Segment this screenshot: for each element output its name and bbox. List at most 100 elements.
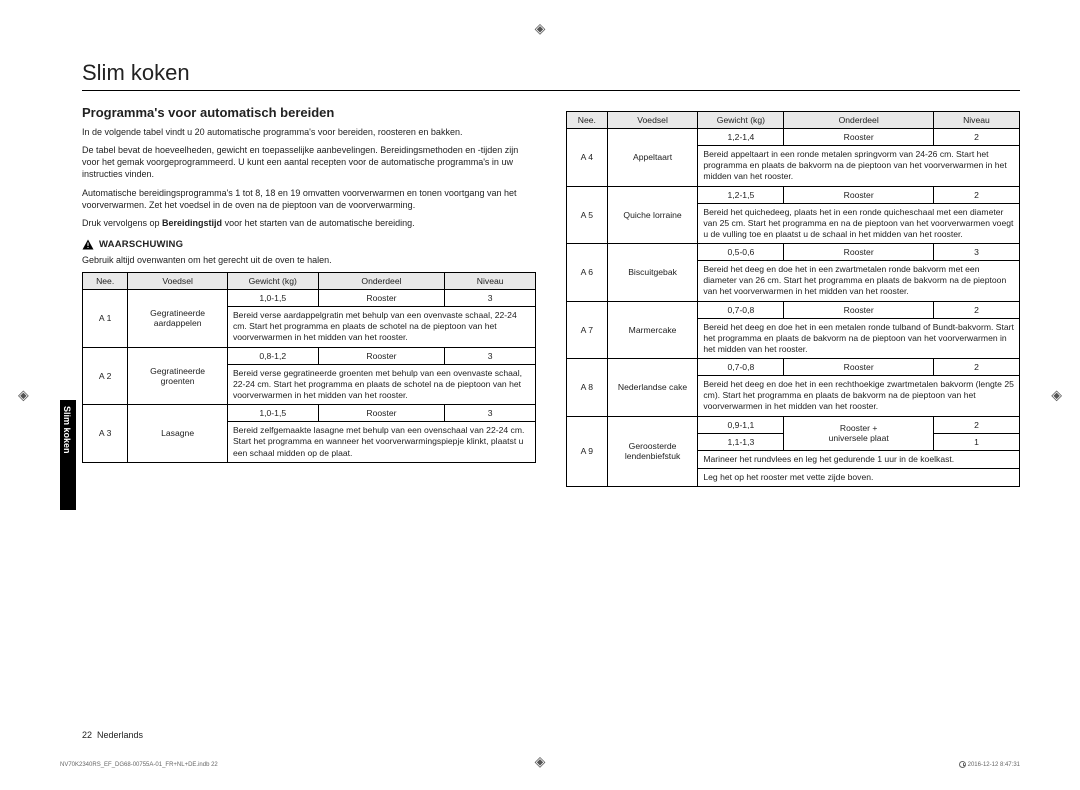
- cell-level: 1: [933, 433, 1019, 450]
- cell-food: Quiche lorraine: [607, 186, 698, 244]
- table-row: A 7 Marmercake 0,7-0,8 Rooster 2: [567, 301, 1020, 318]
- cell-level: 2: [933, 186, 1019, 203]
- cell-part: Rooster: [784, 186, 933, 203]
- th-weight: Gewicht (kg): [698, 112, 784, 129]
- section-heading: Programma's voor automatisch bereiden: [82, 105, 536, 120]
- cell-no: A 8: [567, 359, 608, 417]
- cell-part: Rooster +universele plaat: [784, 416, 933, 450]
- cell-weight: 1,1-1,3: [698, 433, 784, 450]
- th-no: Nee.: [83, 273, 128, 290]
- clock-icon: [959, 761, 966, 768]
- cell-part-line1: Rooster +: [840, 423, 878, 433]
- crop-mark-bottom: ◈: [535, 753, 546, 770]
- th-part: Onderdeel: [784, 112, 933, 129]
- cell-level: 2: [933, 359, 1019, 376]
- table-row: A 8 Nederlandse cake 0,7-0,8 Rooster 2: [567, 359, 1020, 376]
- table-row: A 1 Gegratineerde aardappelen 1,0-1,5 Ro…: [83, 290, 536, 307]
- doc-id-footer: NV70K2340RS_EF_DG68-00755A-01_FR+NL+DE.i…: [60, 762, 218, 768]
- page-number-footer: 22 Nederlands: [82, 730, 143, 740]
- th-part: Onderdeel: [318, 273, 445, 290]
- cell-desc: Bereid het deeg en doe het in een rechth…: [698, 376, 1020, 417]
- cell-no: A 5: [567, 186, 608, 244]
- cell-level: 2: [933, 416, 1019, 433]
- cell-food: Marmercake: [607, 301, 698, 359]
- cell-desc: Bereid het deeg en doe het in een metale…: [698, 318, 1020, 359]
- cell-food: Gegratineerde aardappelen: [128, 290, 228, 348]
- cell-weight: 0,5-0,6: [698, 244, 784, 261]
- table-header-row: Nee. Voedsel Gewicht (kg) Onderdeel Nive…: [567, 112, 1020, 129]
- cell-level: 3: [445, 347, 536, 364]
- cell-no: A 6: [567, 244, 608, 302]
- table-row: A 5 Quiche lorraine 1,2-1,5 Rooster 2: [567, 186, 1020, 203]
- cell-part: Rooster: [784, 129, 933, 146]
- cell-level: 3: [933, 244, 1019, 261]
- cell-part: Rooster: [318, 290, 445, 307]
- cell-weight: 1,2-1,4: [698, 129, 784, 146]
- page-number: 22: [82, 730, 92, 740]
- doc-timestamp-text: 2016-12-12 8:47:31: [968, 762, 1020, 768]
- th-level: Niveau: [445, 273, 536, 290]
- cell-weight: 1,0-1,5: [227, 405, 318, 422]
- cell-food: Biscuitgebak: [607, 244, 698, 302]
- warning-text: Gebruik altijd ovenwanten om het gerecht…: [82, 254, 536, 266]
- crop-mark-top: ◈: [535, 20, 546, 37]
- cell-part: Rooster: [784, 301, 933, 318]
- two-columns: Programma's voor automatisch bereiden In…: [82, 105, 1020, 487]
- cell-no: A 2: [83, 347, 128, 405]
- th-weight: Gewicht (kg): [227, 273, 318, 290]
- page-title: Slim koken: [82, 60, 1020, 86]
- cell-desc: Bereid verse aardappelgratin met behulp …: [227, 307, 535, 348]
- cell-food: Gegratineerde groenten: [128, 347, 228, 405]
- intro-p3: Automatische bereidingsprogramma's 1 tot…: [82, 187, 536, 211]
- right-column: Nee. Voedsel Gewicht (kg) Onderdeel Nive…: [566, 105, 1020, 487]
- warning-label: WAARSCHUWING: [99, 239, 183, 250]
- side-tab-label: Slim koken: [62, 406, 72, 454]
- table-row: A 9 Geroosterde lendenbiefstuk 0,9-1,1 R…: [567, 416, 1020, 433]
- cell-no: A 3: [83, 405, 128, 463]
- cell-no: A 1: [83, 290, 128, 348]
- cell-desc: Leg het op het rooster met vette zijde b…: [698, 468, 1020, 486]
- cell-weight: 1,0-1,5: [227, 290, 318, 307]
- intro-p4-post: voor het starten van de automatische ber…: [222, 218, 415, 228]
- warning-row: WAARSCHUWING: [82, 239, 536, 250]
- cell-weight: 0,7-0,8: [698, 301, 784, 318]
- th-level: Niveau: [933, 112, 1019, 129]
- cell-food: Appeltaart: [607, 129, 698, 187]
- table-row: A 4 Appeltaart 1,2-1,4 Rooster 2: [567, 129, 1020, 146]
- intro-p4-pre: Druk vervolgens op: [82, 218, 162, 228]
- cell-desc: Bereid appeltaart in een ronde metalen s…: [698, 146, 1020, 187]
- cell-no: A 9: [567, 416, 608, 486]
- th-food: Voedsel: [607, 112, 698, 129]
- content-area: Slim koken Programma's voor automatisch …: [60, 60, 1020, 487]
- manual-page: ◈ ◈ ◈ ◈ Slim koken Slim koken Programma'…: [0, 0, 1080, 790]
- cell-part-line2: universele plaat: [829, 433, 889, 443]
- crop-mark-left: ◈: [18, 387, 29, 404]
- cell-part: Rooster: [318, 405, 445, 422]
- cell-level: 2: [933, 301, 1019, 318]
- side-tab: Slim koken: [60, 400, 76, 510]
- cell-level: 2: [933, 129, 1019, 146]
- cell-food: Geroosterde lendenbiefstuk: [607, 416, 698, 486]
- crop-mark-right: ◈: [1051, 387, 1062, 404]
- title-rule: [82, 90, 1020, 91]
- cell-desc: Bereid het deeg en doe het in een zwartm…: [698, 261, 1020, 302]
- cell-part: Rooster: [784, 244, 933, 261]
- warning-icon: [82, 239, 94, 250]
- cell-weight: 0,9-1,1: [698, 416, 784, 433]
- cell-desc: Marineer het rundvlees en leg het gedure…: [698, 450, 1020, 468]
- th-no: Nee.: [567, 112, 608, 129]
- table-header-row: Nee. Voedsel Gewicht (kg) Onderdeel Nive…: [83, 273, 536, 290]
- intro-p1: In de volgende tabel vindt u 20 automati…: [82, 126, 536, 138]
- cell-weight: 1,2-1,5: [698, 186, 784, 203]
- intro-p4: Druk vervolgens op Bereidingstijd voor h…: [82, 217, 536, 229]
- cell-level: 3: [445, 290, 536, 307]
- cell-desc: Bereid zelfgemaakte lasagne met behulp v…: [227, 422, 535, 463]
- cell-no: A 7: [567, 301, 608, 359]
- cell-part: Rooster: [318, 347, 445, 364]
- programs-table-left: Nee. Voedsel Gewicht (kg) Onderdeel Nive…: [82, 272, 536, 463]
- cell-food: Lasagne: [128, 405, 228, 463]
- intro-p4-bold: Bereidingstijd: [162, 218, 222, 228]
- programs-table-right: Nee. Voedsel Gewicht (kg) Onderdeel Nive…: [566, 111, 1020, 487]
- cell-no: A 4: [567, 129, 608, 187]
- table-row: A 2 Gegratineerde groenten 0,8-1,2 Roost…: [83, 347, 536, 364]
